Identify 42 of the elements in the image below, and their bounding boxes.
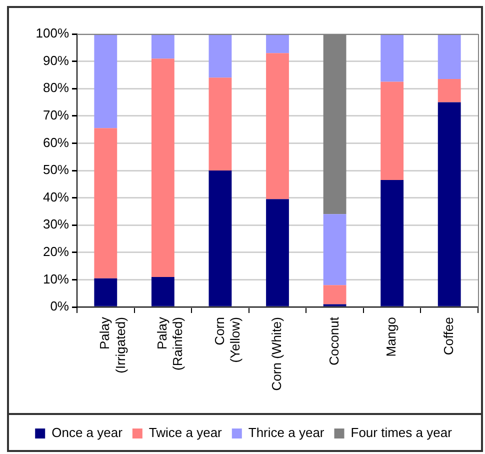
- x-tick-label: Corn (White): [269, 317, 284, 391]
- y-tick-label: 80%: [42, 80, 70, 96]
- x-tick-label: Palay (Rainfed): [154, 316, 186, 370]
- bar: [208, 78, 232, 170]
- bar: [438, 34, 461, 80]
- legend-label: Twice a year: [148, 425, 223, 440]
- bar: [94, 34, 118, 128]
- y-tick-label: 0%: [50, 298, 70, 314]
- legend-label: Thrice a year: [248, 425, 325, 440]
- x-tick-label: Mango: [384, 317, 399, 357]
- bar: [438, 79, 461, 102]
- legend-label: Once a year: [52, 425, 124, 440]
- bar: [380, 34, 404, 82]
- y-tick-label: 10%: [42, 271, 70, 286]
- y-tick-label: 70%: [42, 107, 70, 122]
- y-tick-label: 100%: [36, 26, 70, 41]
- bar: [151, 58, 174, 277]
- x-tick-label: Corn (Yellow): [212, 317, 242, 363]
- bar: [266, 53, 289, 200]
- x-tick-label: Coconut: [326, 316, 342, 366]
- x-tick-label: Coffee: [440, 317, 456, 356]
- y-tick-label: 50%: [42, 162, 70, 178]
- bar: [438, 102, 461, 306]
- bar: [208, 34, 232, 78]
- bar: [266, 34, 289, 54]
- y-tick-label: 40%: [42, 189, 70, 204]
- bar: [266, 199, 289, 306]
- bar: [208, 170, 232, 306]
- bar: [323, 285, 346, 304]
- bar: [151, 276, 174, 306]
- bar: [380, 180, 404, 306]
- y-tick-label: 60%: [42, 134, 70, 150]
- y-tick-label: 20%: [42, 244, 70, 259]
- y-tick-label: 30%: [42, 216, 70, 232]
- bar: [94, 278, 118, 306]
- bar: [94, 128, 118, 278]
- legend-label: Four times a year: [350, 425, 453, 440]
- x-tick-label: Palay (Irrigated): [97, 316, 128, 374]
- y-tick-label: 90%: [42, 52, 70, 68]
- bar: [323, 214, 346, 286]
- bar: [151, 34, 174, 59]
- bar: [380, 82, 404, 180]
